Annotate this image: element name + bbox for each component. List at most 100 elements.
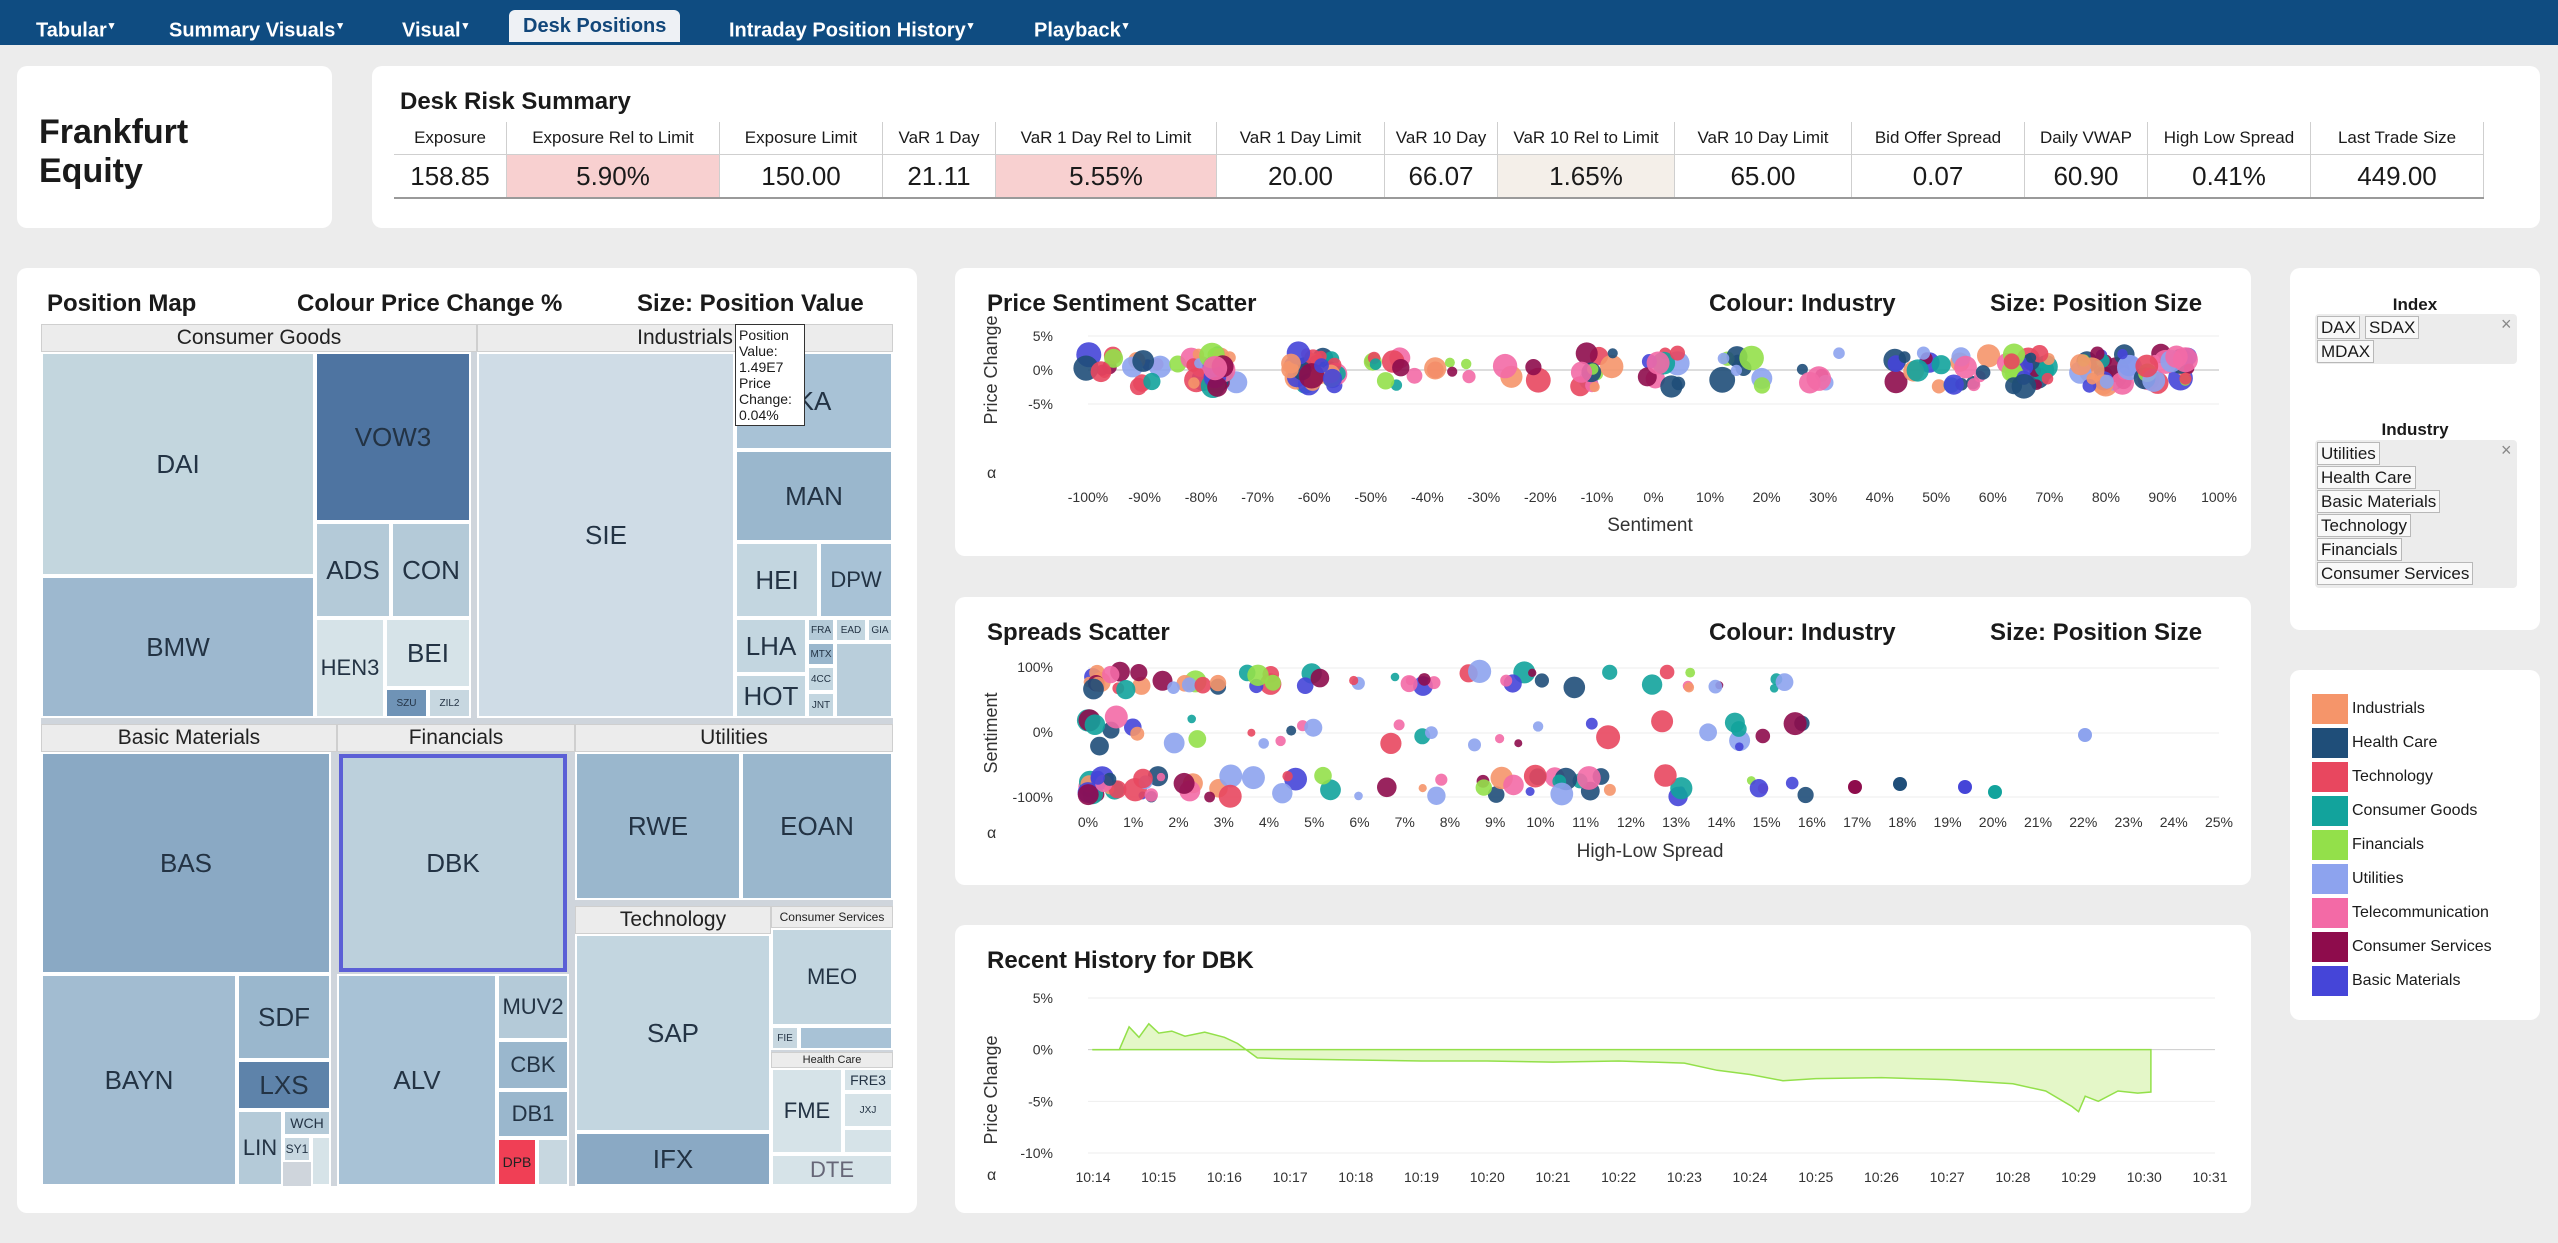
- scatter-point[interactable]: [1090, 736, 1109, 756]
- tile-bei[interactable]: BEI: [385, 618, 471, 688]
- scatter-point[interactable]: [1424, 357, 1447, 380]
- scatter-point[interactable]: [1264, 674, 1281, 691]
- scatter-point[interactable]: [1296, 677, 1314, 694]
- scatter-point[interactable]: [1462, 370, 1476, 384]
- scatter-point[interactable]: [1735, 742, 1744, 751]
- tile-fme[interactable]: FME: [771, 1068, 843, 1154]
- tab-playback[interactable]: Playback ▾: [1020, 10, 1142, 42]
- scatter-point[interactable]: [2179, 372, 2192, 385]
- tab-summary-visuals[interactable]: Summary Visuals ▾: [155, 10, 357, 42]
- scatter-point[interactable]: [1755, 728, 1771, 744]
- scatter-point[interactable]: [1461, 358, 1472, 370]
- scatter-point[interactable]: [1600, 354, 1624, 379]
- close-icon[interactable]: ×: [2501, 314, 2512, 334]
- tile-lxs[interactable]: LXS: [237, 1060, 331, 1110]
- scatter-point[interactable]: [1753, 377, 1771, 394]
- tile-sdf[interactable]: SDF: [237, 974, 331, 1060]
- scatter-point[interactable]: [1575, 342, 1598, 365]
- tile-fra[interactable]: FRA: [807, 618, 835, 642]
- scatter-point[interactable]: [1116, 680, 1136, 700]
- tile-financials-small[interactable]: [537, 1138, 569, 1186]
- scatter-point[interactable]: [2099, 374, 2114, 389]
- scatter-point[interactable]: [1156, 772, 1166, 782]
- scatter-point[interactable]: [1724, 712, 1745, 733]
- tile-muv2[interactable]: MUV2: [497, 974, 569, 1040]
- scatter-point[interactable]: [1585, 717, 1598, 730]
- scatter-point[interactable]: [1167, 681, 1180, 694]
- scatter-point[interactable]: [1651, 710, 1674, 733]
- tile-consumer-services-small[interactable]: [799, 1026, 893, 1050]
- tile-industrials-small[interactable]: [835, 642, 893, 718]
- tile-ead[interactable]: EAD: [835, 618, 867, 642]
- scatter-point[interactable]: [1354, 791, 1363, 801]
- scatter-point[interactable]: [1492, 353, 1518, 379]
- scatter-point[interactable]: [1931, 355, 1951, 375]
- scatter-point[interactable]: [1603, 783, 1616, 796]
- scatter-point[interactable]: [1281, 353, 1301, 374]
- scatter-point[interactable]: [1783, 712, 1807, 736]
- tile-gia[interactable]: GIA: [867, 618, 893, 642]
- tile-cbk[interactable]: CBK: [497, 1040, 569, 1090]
- tile-szu[interactable]: SZU: [385, 688, 428, 718]
- scatter-point[interactable]: [1514, 739, 1523, 748]
- scatter-point[interactable]: [1717, 352, 1730, 365]
- scatter-point[interactable]: [1187, 714, 1196, 724]
- industry-chip-basic-materials[interactable]: Basic Materials: [2317, 490, 2441, 513]
- scatter-point[interactable]: [1534, 673, 1549, 688]
- scatter-point[interactable]: [1132, 350, 1155, 372]
- scatter-point[interactable]: [1104, 348, 1124, 368]
- industry-chip-financials[interactable]: Financials: [2317, 538, 2402, 561]
- history-chart[interactable]: 10:14 10:15 10:16 10:17 10:18 10:19 10:20 10:21…: [955, 925, 2251, 1213]
- scatter-point[interactable]: [2078, 728, 2092, 742]
- scatter-point[interactable]: [1400, 675, 1418, 693]
- scatter-point[interactable]: [1931, 379, 1946, 394]
- scatter-point[interactable]: [1204, 791, 1215, 803]
- scatter-point[interactable]: [1130, 664, 1148, 682]
- scatter-point[interactable]: [1377, 777, 1397, 798]
- scatter-point[interactable]: [1181, 677, 1197, 693]
- scatter-point[interactable]: [1749, 779, 1769, 798]
- scatter-point[interactable]: [1314, 358, 1329, 373]
- scatter-point[interactable]: [1898, 351, 1911, 364]
- tab-intraday-position-history[interactable]: Intraday Position History ▾: [715, 10, 987, 42]
- scatter-point[interactable]: [1848, 780, 1862, 794]
- scatter-point[interactable]: [1785, 776, 1799, 790]
- scatter-point[interactable]: [1392, 359, 1410, 377]
- tile-sie[interactable]: SIE: [477, 352, 735, 718]
- scatter-point[interactable]: [1275, 735, 1286, 747]
- tile-eoan[interactable]: EOAN: [741, 752, 893, 900]
- scatter-point[interactable]: [2172, 347, 2198, 373]
- tile-basic-small[interactable]: [311, 1136, 331, 1186]
- tile-lin[interactable]: LIN: [237, 1110, 283, 1186]
- scatter-point[interactable]: [1906, 359, 1929, 382]
- scatter-point[interactable]: [1797, 786, 1814, 804]
- tab-tabular[interactable]: Tabular ▾: [22, 10, 128, 42]
- scatter-point[interactable]: [2070, 354, 2092, 376]
- tile-dpb[interactable]: DPB: [497, 1138, 537, 1186]
- scatter-point[interactable]: [1641, 674, 1663, 695]
- tile-fie[interactable]: FIE: [771, 1026, 799, 1050]
- industry-chip-health-care[interactable]: Health Care: [2317, 466, 2416, 489]
- scatter-point[interactable]: [1209, 674, 1227, 692]
- scatter-point[interactable]: [1393, 719, 1405, 731]
- scatter-point[interactable]: [1188, 730, 1207, 748]
- index-filter[interactable]: DAX SDAX MDAX ×: [2315, 314, 2517, 364]
- scatter-point[interactable]: [1660, 375, 1683, 398]
- scatter-point[interactable]: [1427, 786, 1446, 805]
- scatter-point[interactable]: [1943, 374, 1964, 395]
- tab-desk-positions[interactable]: Desk Positions: [509, 10, 681, 42]
- scatter-point[interactable]: [2086, 372, 2099, 385]
- tile-hei[interactable]: HEI: [735, 542, 819, 618]
- scatter-point[interactable]: [2117, 348, 2128, 360]
- scatter-point[interactable]: [1133, 768, 1153, 789]
- scatter-point[interactable]: [1739, 345, 1764, 371]
- scatter-point[interactable]: [1708, 679, 1723, 694]
- tile-rwe[interactable]: RWE: [575, 752, 741, 900]
- tile-mtx[interactable]: MTX: [807, 642, 835, 666]
- scatter-point[interactable]: [1977, 344, 2001, 368]
- scatter-point[interactable]: [1468, 738, 1481, 752]
- scatter-point[interactable]: [1130, 726, 1145, 741]
- scatter-point[interactable]: [1447, 366, 1458, 377]
- scatter-point[interactable]: [1988, 785, 2002, 799]
- tile-dpw[interactable]: DPW: [819, 542, 893, 618]
